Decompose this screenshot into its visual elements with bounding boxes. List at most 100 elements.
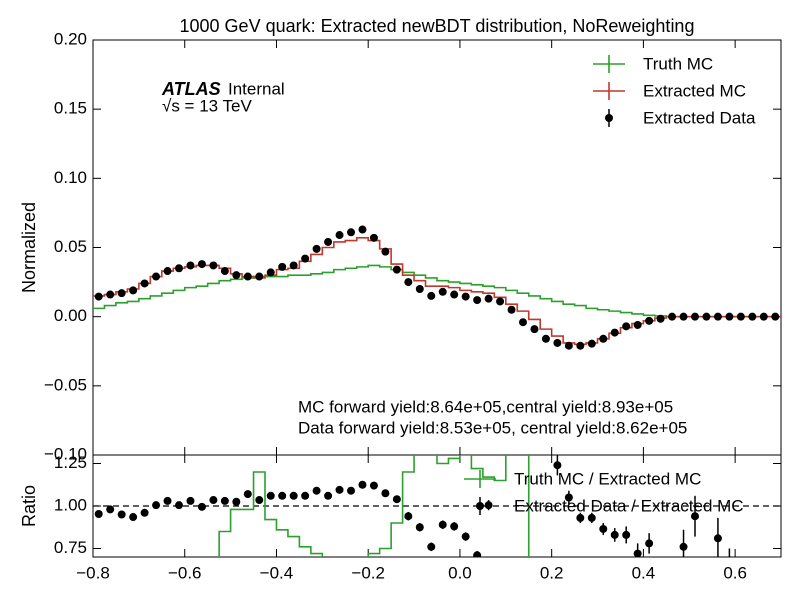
legend-swatch [605,114,613,122]
y-axis-label: Ratio [19,485,39,527]
data-point [576,341,585,350]
data-point [679,542,688,551]
y-tick-label: −0.05 [44,375,87,394]
data-point [324,491,333,500]
data-point [576,513,585,522]
data-point [771,312,780,321]
x-tick-label: −0.2 [351,563,385,582]
x-tick-label: 0.2 [540,563,564,582]
y-tick-label: 0.75 [54,538,87,557]
data-point [427,291,436,300]
data-point [312,486,321,495]
data-point [129,513,138,522]
data-point [656,314,665,323]
y-tick-label: 1.25 [54,453,87,472]
data-point [209,261,218,270]
data-point [564,341,573,350]
data-point [152,501,161,510]
data-point [713,312,722,321]
data-point [381,489,390,498]
data-point [117,510,126,519]
chart-title: 1000 GeV quark: Extracted newBDT distrib… [180,16,695,36]
data-point [713,534,722,543]
legend-label: Truth MC / Extracted MC [514,469,701,488]
data-point [255,272,264,281]
data-point [117,289,126,298]
data-point [220,496,229,505]
data-point [404,278,413,287]
data-point [679,312,688,321]
data-point [553,338,562,347]
data-point [519,318,527,327]
data-point [289,261,298,270]
data-point [106,290,115,299]
step-line [93,237,781,346]
data-point [129,286,138,295]
data-point [507,305,516,314]
data-point [335,485,344,494]
data-point [232,271,241,280]
data-point [541,334,550,343]
legend-label: Truth MC [643,54,713,73]
data-point [94,292,103,301]
data-point [461,292,470,301]
data-point [473,551,482,557]
data-point [702,312,711,321]
data-point [427,542,436,551]
data-point [610,530,619,539]
data-point [530,325,539,334]
data-point [599,524,608,533]
data-point [404,512,413,521]
legend-label: Extracted Data [643,108,756,127]
data-point [289,491,298,500]
data-point [197,502,206,511]
experiment-label: ATLAS [161,79,221,99]
data-point [484,501,493,510]
data-point [415,523,424,532]
status-label: Internal [228,79,285,98]
x-tick-label: 0.6 [723,563,747,582]
data-point [163,267,172,276]
data-point [691,312,699,321]
data-point [152,272,161,281]
y-tick-label: 0.10 [54,168,87,187]
data-point [415,285,424,293]
data-point [278,491,287,500]
step-line [93,264,781,318]
data-point [450,290,459,299]
data-point [736,312,745,321]
data-point [369,233,378,242]
data-point [220,267,229,276]
data-point [473,296,482,305]
data-point [645,539,654,548]
data-point [335,231,344,240]
y-tick-label: 0.20 [54,29,87,48]
data-point [347,228,355,237]
data-point [668,312,677,321]
data-point [484,294,493,303]
step-line [218,455,530,557]
x-tick-label: 0.0 [448,563,472,582]
y-tick-label: 0.00 [54,306,87,325]
mc-yield-note: MC forward yield:8.64e+05,central yield:… [298,397,673,416]
data-point [266,268,275,277]
data-point [358,225,367,234]
data-point [278,262,287,271]
data-point [553,461,562,470]
data-point [691,512,699,521]
data-point [232,497,241,506]
data-point [587,339,596,348]
data-point [175,501,183,510]
data-point [645,316,654,325]
data-point [197,260,206,269]
data-point [140,279,149,288]
data-point [633,320,642,329]
data-point [255,496,264,505]
plot-area [93,225,781,350]
data-point [450,522,459,531]
data-point [564,493,573,502]
data-point [266,491,275,500]
data-point [358,480,367,489]
data-point [610,328,619,337]
